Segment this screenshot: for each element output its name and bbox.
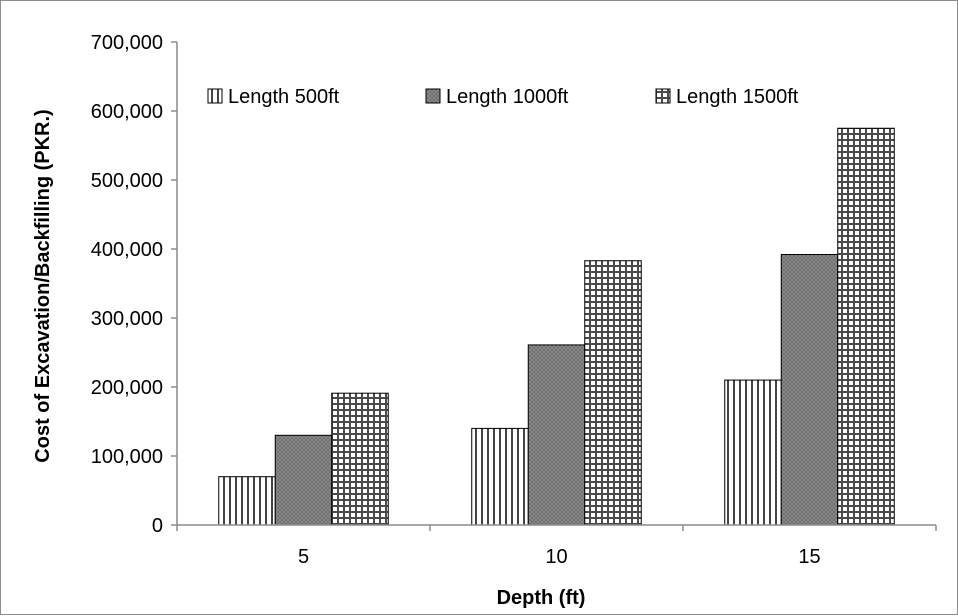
bar-dark-stipple-10 bbox=[527, 344, 586, 526]
bar-grid-10 bbox=[584, 260, 642, 526]
legend-swatch bbox=[425, 88, 441, 104]
x-axis-tick-labels: 5 10 15 bbox=[298, 546, 821, 568]
y-tick-label: 600,000 bbox=[91, 101, 163, 123]
bars bbox=[218, 127, 895, 526]
legend-label: Length 1500ft bbox=[676, 86, 799, 108]
y-tick-label: 400,000 bbox=[91, 239, 163, 261]
x-tick-label: 5 bbox=[298, 546, 309, 568]
legend-label: Length 500ft bbox=[228, 86, 340, 108]
y-tick-label: 200,000 bbox=[91, 377, 163, 399]
y-axis-tick-labels: 0 100,000 200,000 300,000 400,000 500,000 600,… bbox=[91, 32, 163, 537]
y-tick-label: 300,000 bbox=[91, 308, 163, 330]
legend-swatch bbox=[655, 88, 671, 104]
y-axis-title: Cost of Excavation/Backfilling (PKR.) bbox=[32, 109, 54, 462]
legend-swatch bbox=[207, 88, 223, 104]
bar-grid-15 bbox=[837, 127, 895, 526]
x-axis-title: Depth (ft) bbox=[497, 587, 586, 609]
bar-vertical-stripes-5 bbox=[218, 476, 276, 526]
legend-label: Length 1000ft bbox=[446, 86, 569, 108]
legend: Length 500ft Length 1000ft Length 1500ft bbox=[207, 86, 799, 108]
bar-grid-5 bbox=[331, 392, 389, 526]
bar-vertical-stripes-10 bbox=[471, 427, 529, 526]
axis-ticks bbox=[171, 41, 937, 531]
bar-vertical-stripes-15 bbox=[724, 379, 782, 526]
x-tick-label: 10 bbox=[545, 546, 567, 568]
bar-dark-stipple-5 bbox=[274, 434, 333, 526]
y-tick-label: 700,000 bbox=[91, 32, 163, 54]
y-tick-label: 0 bbox=[152, 515, 163, 537]
y-tick-label: 500,000 bbox=[91, 170, 163, 192]
y-tick-label: 100,000 bbox=[91, 446, 163, 468]
bar-dark-stipple-15 bbox=[780, 254, 839, 526]
x-tick-label: 15 bbox=[798, 546, 820, 568]
